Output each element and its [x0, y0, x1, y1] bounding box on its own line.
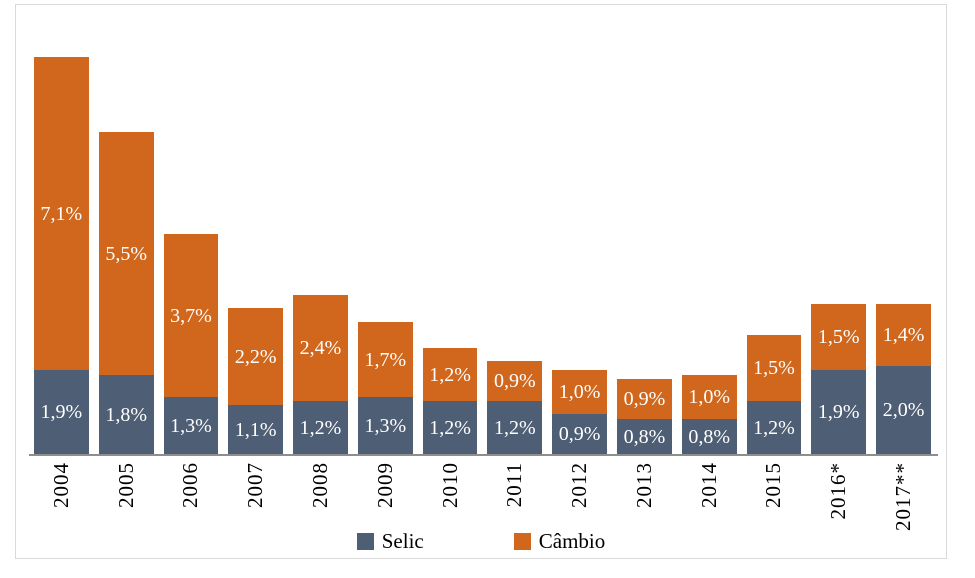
legend-item-cambio: Câmbio	[513, 529, 606, 553]
x-axis-label-2014: 2014	[696, 462, 721, 508]
bar-segment-selic: 1,2%	[422, 401, 478, 454]
x-axis-label-2010: 2010	[437, 462, 462, 508]
bar-segment-selic: 1,9%	[811, 370, 867, 454]
bar-column-2009: 1,3% 1,7%	[357, 322, 413, 454]
bar-segment-selic: 1,2%	[487, 401, 543, 454]
bar-segment-cambio: 1,4%	[876, 304, 931, 366]
bar-segment-cambio: 3,7%	[163, 234, 219, 397]
bar-segment-cambio: 5,5%	[98, 132, 154, 375]
bar-segment-selic: 1,1%	[228, 405, 284, 454]
x-axis-line	[29, 454, 938, 456]
bar-segment-cambio: 2,4%	[293, 295, 348, 401]
value-label: 1,9%	[40, 401, 83, 423]
x-axis-label-2009: 2009	[372, 462, 397, 508]
bars-container: 1,9% 7,1% 1,8% 5,5% 1,3% 3,7% 1,1% 2,2% 1,2% 2,4%…	[34, 5, 931, 454]
value-label: 1,3%	[170, 414, 212, 437]
bar-segment-cambio: 2,2%	[228, 308, 284, 405]
bar-column-2014: 0,8% 1,0%	[681, 375, 737, 454]
value-label: 2,4%	[299, 337, 342, 359]
legend-item-selic: Selic	[356, 529, 424, 553]
bar-column-2006: 1,3% 3,7%	[163, 234, 219, 454]
bar-segment-selic: 2,0%	[876, 366, 931, 454]
bar-column-2010: 1,2% 1,2%	[422, 348, 478, 454]
value-label: 7,1%	[40, 202, 83, 225]
value-label: 1,0%	[558, 381, 601, 403]
selic-legend-swatch-icon	[356, 533, 374, 550]
value-label: 1,3%	[364, 414, 407, 437]
bar-segment-selic: 0,9%	[552, 414, 608, 454]
cambio-legend-swatch-icon	[513, 533, 531, 550]
bar-column-2007: 1,1% 2,2%	[228, 308, 284, 454]
bar-column-2016: 1,9% 1,5%	[811, 304, 867, 454]
legend: Selic Câmbio	[16, 531, 946, 552]
x-axis-label-2011: 2011	[502, 462, 527, 508]
value-label: 3,7%	[170, 304, 212, 327]
x-axis-label-2008: 2008	[308, 462, 333, 508]
x-axis-label-2017: 2017**	[891, 462, 916, 531]
legend-label-selic: Selic	[381, 529, 424, 553]
value-label: 1,5%	[817, 326, 860, 348]
bar-column-2005: 1,8% 5,5%	[98, 132, 154, 454]
bar-column-2004: 1,9% 7,1%	[34, 57, 89, 454]
bar-column-2012: 0,9% 1,0%	[552, 370, 608, 454]
bar-column-2008: 1,2% 2,4%	[293, 295, 348, 454]
bar-segment-selic: 1,2%	[293, 401, 348, 454]
bar-segment-cambio: 0,9%	[617, 379, 672, 419]
x-axis-label-2013: 2013	[631, 462, 656, 508]
bar-column-2017: 2,0% 1,4%	[876, 304, 931, 454]
value-label: 1,2%	[429, 416, 471, 439]
bar-column-2011: 1,2% 0,9%	[487, 361, 543, 454]
value-label: 1,1%	[234, 418, 277, 441]
bar-segment-cambio: 1,0%	[681, 375, 737, 419]
x-axis-label-2006: 2006	[178, 462, 203, 508]
value-label: 2,2%	[234, 345, 277, 368]
bar-segment-cambio: 1,2%	[422, 348, 478, 401]
value-label: 2,0%	[882, 399, 925, 421]
value-label: 1,2%	[494, 416, 536, 439]
bar-segment-cambio: 1,5%	[811, 304, 867, 370]
bar-segment-selic: 1,2%	[746, 401, 802, 454]
x-axis-label-2015: 2015	[761, 462, 786, 508]
bar-segment-cambio: 0,9%	[487, 361, 543, 401]
x-axis-label-2007: 2007	[243, 462, 268, 508]
x-axis-label-2012: 2012	[567, 462, 592, 508]
value-label: 1,0%	[688, 386, 731, 408]
value-label: 1,5%	[753, 357, 795, 379]
bar-segment-cambio: 1,7%	[357, 322, 413, 397]
value-label: 1,4%	[882, 324, 925, 346]
bar-segment-selic: 0,8%	[681, 419, 737, 454]
value-label: 1,2%	[299, 416, 342, 439]
chart-border-box: 1,9% 7,1% 1,8% 5,5% 1,3% 3,7% 1,1% 2,2% 1,2% 2,4%…	[15, 4, 947, 559]
value-label: 0,8%	[623, 425, 666, 448]
value-label: 1,2%	[753, 416, 795, 439]
bar-segment-selic: 1,9%	[34, 370, 89, 454]
bar-segment-cambio: 1,5%	[746, 335, 802, 401]
bar-column-2013: 0,8% 0,9%	[617, 379, 672, 454]
x-axis-label-2016: 2016*	[826, 462, 851, 520]
x-axis-label-2005: 2005	[113, 462, 138, 508]
bar-segment-selic: 1,3%	[163, 397, 219, 454]
value-label: 5,5%	[105, 242, 147, 265]
bar-column-2015: 1,2% 1,5%	[746, 335, 802, 454]
bar-segment-selic: 1,3%	[357, 397, 413, 454]
value-label: 1,2%	[429, 363, 471, 386]
bar-segment-selic: 1,8%	[98, 375, 154, 454]
bar-segment-cambio: 7,1%	[34, 57, 89, 370]
x-axis-label-2004: 2004	[48, 462, 73, 508]
value-label: 0,9%	[558, 423, 601, 445]
value-label: 1,7%	[364, 348, 407, 371]
bar-segment-cambio: 1,0%	[552, 370, 608, 414]
value-label: 0,9%	[623, 388, 666, 410]
bar-segment-selic: 0,8%	[617, 419, 672, 454]
value-label: 1,9%	[817, 401, 860, 423]
value-label: 0,8%	[688, 425, 731, 448]
value-label: 0,9%	[494, 370, 536, 392]
legend-label-cambio: Câmbio	[538, 529, 606, 553]
value-label: 1,8%	[105, 403, 147, 426]
